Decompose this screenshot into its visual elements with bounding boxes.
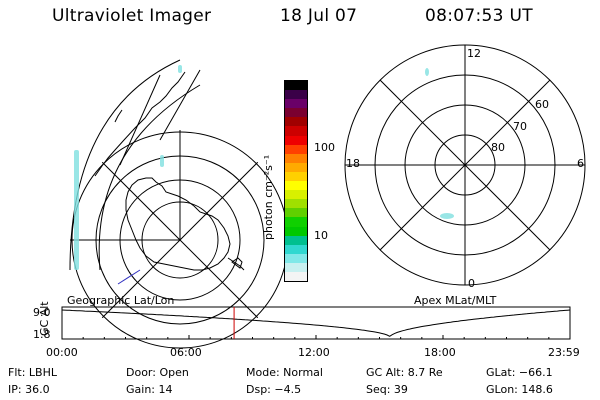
altitude-curve: [61, 309, 571, 337]
lat-arc: [98, 84, 201, 271]
xtick-0600: 06:00: [170, 346, 202, 359]
colorbar-band: [285, 171, 307, 182]
colorbar-band: [285, 262, 307, 272]
colorbar-band: [285, 90, 307, 100]
aurora-patch: [440, 213, 454, 219]
colorbar-band: [285, 226, 307, 236]
coastline-peninsula: [227, 257, 245, 271]
colorbar-band: [285, 244, 307, 254]
colorbar-band: [285, 153, 307, 163]
coastline-new-zealand: [94, 71, 186, 177]
coastline-island: [114, 109, 123, 123]
intensity-colorbar: [284, 80, 308, 282]
status-filter: Flt: LBHL: [8, 366, 57, 379]
mlt-label-left: 18: [346, 157, 360, 170]
colorbar-band: [285, 135, 307, 145]
left-map-caption: Geographic Lat/Lon: [67, 294, 175, 307]
xtick-0000: 00:00: [46, 346, 78, 359]
aurora-patch: [178, 65, 182, 73]
aurora-patch: [160, 155, 164, 167]
status-ip: IP: 36.0: [8, 383, 50, 396]
aurora-patch: [425, 68, 429, 76]
observation-date: 18 Jul 07: [280, 6, 358, 26]
instrument-title: Ultraviolet Imager: [52, 6, 212, 26]
meridian-line: [179, 161, 259, 241]
colorbar-band: [285, 235, 307, 245]
colorbar-band: [285, 162, 307, 172]
colorbar-band: [285, 126, 307, 136]
colorbar-band: [285, 253, 307, 263]
observation-time: 08:07:53 UT: [425, 6, 533, 26]
mlt-label-top: 12: [467, 47, 481, 60]
status-glat: GLat: −66.1: [486, 366, 553, 379]
mlt-label-bottom: 0: [468, 277, 475, 290]
coastline-island: [231, 257, 243, 269]
status-mode: Mode: Normal: [246, 366, 323, 379]
colorbar-band: [285, 99, 307, 109]
colorbar-band: [285, 144, 307, 154]
colorbar-band: [285, 199, 307, 209]
colorbar-band: [285, 217, 307, 227]
coastline-antarctica: [125, 177, 231, 271]
colorbar-tick-10: 10: [314, 229, 328, 242]
mlt-label-right: 6: [577, 157, 584, 170]
mlt-line: [379, 79, 551, 251]
xtick-1200: 12:00: [298, 346, 330, 359]
colorbar-band: [285, 190, 307, 200]
meridian-line: [101, 239, 181, 319]
meridian-line: [159, 69, 201, 141]
meridian-line: [179, 239, 259, 319]
status-dsp: Dsp: −4.5: [246, 383, 302, 396]
right-map-caption: Apex MLat/MLT: [414, 294, 497, 307]
colorbar-band: [285, 208, 307, 218]
xtick-2359: 23:59: [548, 346, 580, 359]
mlat-label-80: 80: [491, 141, 505, 154]
colorbar-band: [285, 181, 307, 191]
status-gc-alt: GC Alt: 8.7 Re: [366, 366, 443, 379]
meridian-line: [119, 74, 161, 166]
colorbar-band: [285, 81, 307, 91]
status-door: Door: Open: [126, 366, 189, 379]
status-gain: Gain: 14: [126, 383, 173, 396]
status-seq: Seq: 39: [366, 383, 408, 396]
altitude-ytick-max: 9.0: [33, 306, 51, 319]
colorbar-band: [285, 271, 307, 282]
mlat-label-60: 60: [535, 98, 549, 111]
mlat-label-70: 70: [513, 120, 527, 133]
xtick-1800: 18:00: [424, 346, 456, 359]
colorbar-tick-100: 100: [314, 141, 335, 154]
altitude-plot-frame: [61, 306, 571, 340]
aurora-patch: [74, 150, 79, 270]
altitude-ytick-min: 1.8: [33, 328, 51, 341]
colorbar-band: [285, 117, 307, 127]
colorbar-band: [285, 108, 307, 118]
status-glon: GLon: 148.6: [486, 383, 553, 396]
terminator-line: [117, 269, 141, 285]
lat-arc: [69, 59, 181, 271]
